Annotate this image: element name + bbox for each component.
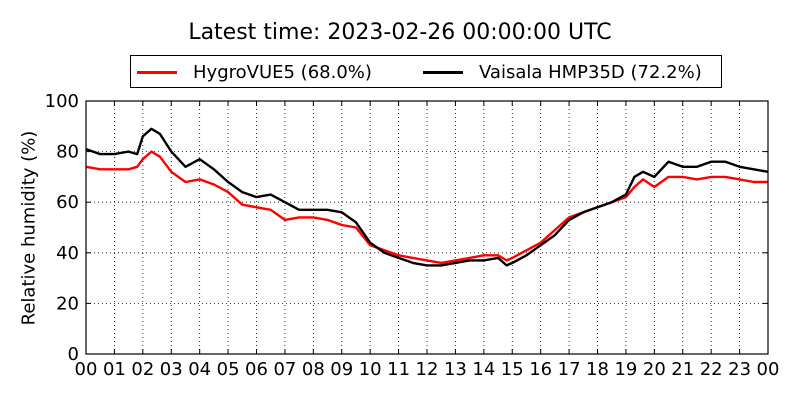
x-tick-label: 18 bbox=[586, 359, 609, 380]
x-tick-label: 22 bbox=[700, 359, 723, 380]
tick-marks bbox=[85, 100, 769, 355]
x-tick-labels: 00 01 02 03 04 05 06 07 08 09 10 11 12 13 14 15 16 17 18 19… bbox=[75, 359, 780, 380]
y-tick-label: 20 bbox=[56, 293, 79, 314]
y-tick-labels: 0 20 40 60 80 100 bbox=[45, 91, 79, 365]
x-tick-label: 03 bbox=[160, 359, 183, 380]
y-tick-label: 60 bbox=[56, 192, 79, 213]
x-tick-label: 21 bbox=[671, 359, 694, 380]
x-tick-label: 00 bbox=[757, 359, 780, 380]
x-tick-label: 04 bbox=[188, 359, 211, 380]
x-tick-label: 11 bbox=[387, 359, 410, 380]
x-tick-label: 09 bbox=[330, 359, 353, 380]
x-tick-label: 20 bbox=[643, 359, 666, 380]
x-tick-label: 08 bbox=[302, 359, 325, 380]
x-tick-label: 19 bbox=[614, 359, 637, 380]
x-tick-label: 13 bbox=[444, 359, 467, 380]
x-tick-label: 06 bbox=[245, 359, 268, 380]
chart-title: Latest time: 2023-02-26 00:00:00 UTC bbox=[188, 20, 612, 45]
x-tick-label: 07 bbox=[273, 359, 296, 380]
grid-lines bbox=[86, 101, 768, 354]
legend-label-hygrovue5: HygroVUE5 (68.0%) bbox=[193, 62, 372, 83]
x-tick-label: 14 bbox=[472, 359, 495, 380]
x-tick-label: 23 bbox=[728, 359, 751, 380]
x-tick-label: 16 bbox=[529, 359, 552, 380]
series-line-vaisala bbox=[85, 127, 769, 267]
legend-swatch-vaisala bbox=[423, 71, 463, 74]
x-tick-label: 10 bbox=[359, 359, 382, 380]
y-tick-label: 0 bbox=[68, 344, 79, 365]
series-group bbox=[85, 127, 769, 267]
plot-frame bbox=[85, 100, 769, 355]
series-line-hygrovue5 bbox=[85, 150, 768, 265]
x-tick-label: 01 bbox=[103, 359, 126, 380]
legend-label-vaisala: Vaisala HMP35D (72.2%) bbox=[479, 62, 702, 83]
y-tick-label: 40 bbox=[56, 243, 79, 264]
y-tick-label: 80 bbox=[56, 142, 79, 163]
legend: HygroVUE5 (68.0%) Vaisala HMP35D (72.2%) bbox=[130, 55, 722, 88]
x-tick-label: 12 bbox=[416, 359, 439, 380]
y-axis-label: Relative humidity (%) bbox=[18, 130, 40, 326]
x-tick-label: 02 bbox=[131, 359, 154, 380]
y-tick-label: 100 bbox=[45, 91, 79, 112]
x-tick-label: 17 bbox=[558, 359, 581, 380]
legend-swatch-hygrovue5 bbox=[137, 71, 177, 74]
x-tick-label: 00 bbox=[75, 359, 98, 380]
x-tick-label: 15 bbox=[501, 359, 524, 380]
x-tick-label: 05 bbox=[217, 359, 240, 380]
